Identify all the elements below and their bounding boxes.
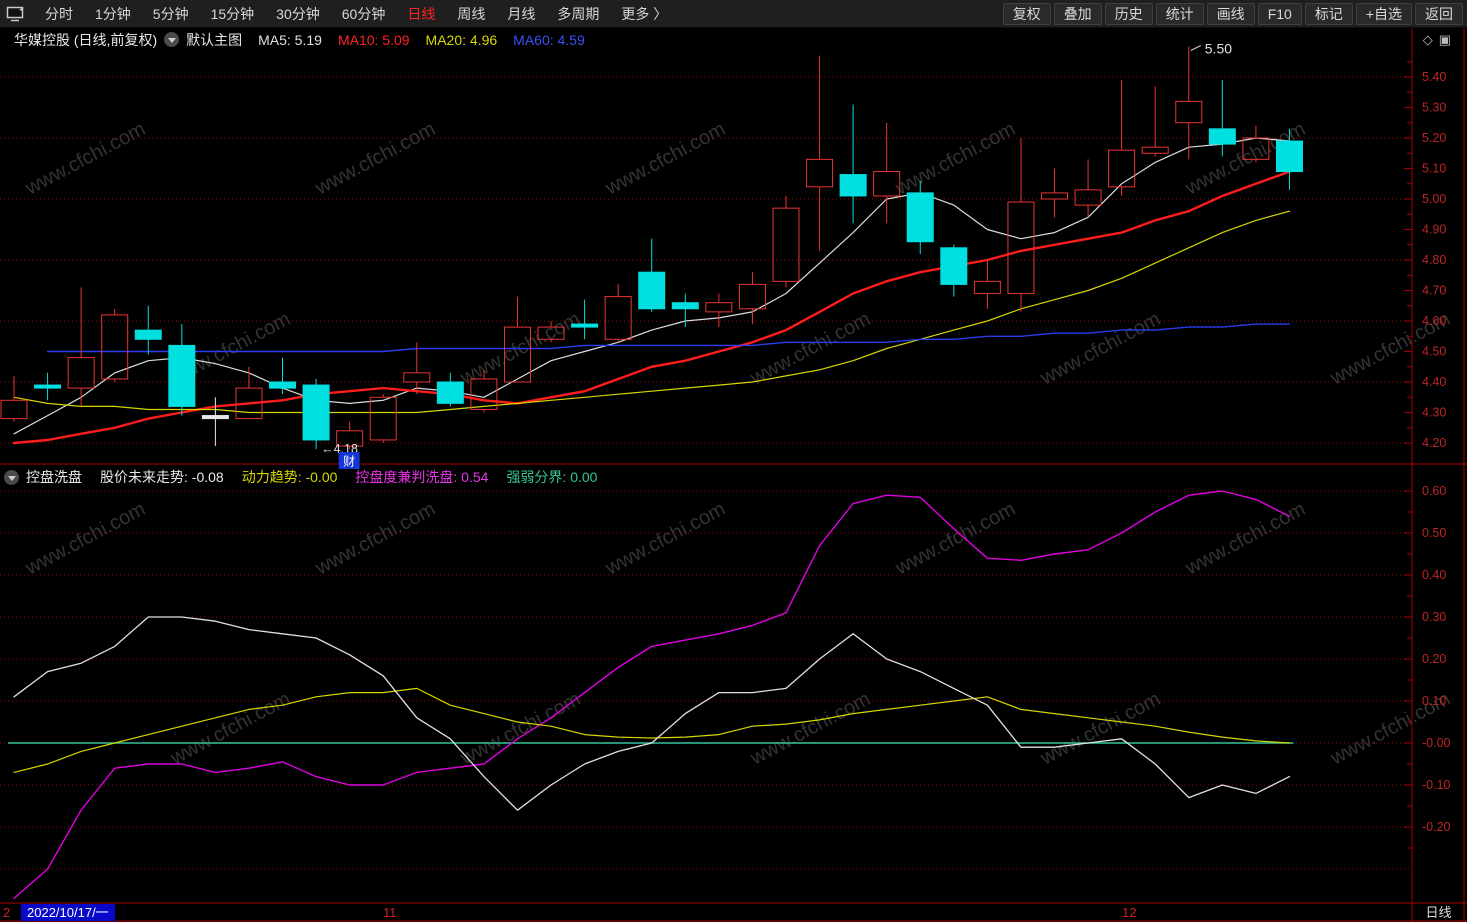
month-tick-label-1: 12 <box>1122 905 1136 920</box>
symbol-title: 华媒控股 (日线,前复权) <box>14 30 157 50</box>
svg-text:www.cfchi.com: www.cfchi.com <box>1036 688 1164 770</box>
period-tab-6[interactable]: 日线 <box>396 4 446 24</box>
toolbar-button-1[interactable]: 叠加 <box>1054 3 1102 25</box>
svg-text:www.cfchi.com: www.cfchi.com <box>311 118 439 200</box>
annotations-layer: 5.50←4.18财 <box>321 41 1232 470</box>
svg-text:4.80: 4.80 <box>1422 253 1446 267</box>
svg-text:0.20: 0.20 <box>1422 652 1446 666</box>
indicator-field-3: 强弱分界: 0.00 <box>506 469 597 485</box>
svg-text:www.cfchi.com: www.cfchi.com <box>1036 308 1164 390</box>
monitor-icon[interactable] <box>6 6 26 22</box>
toolbar-button-4[interactable]: 画线 <box>1207 3 1255 25</box>
svg-text:-0.00: -0.00 <box>1422 736 1451 750</box>
toolbar-button-3[interactable]: 统计 <box>1156 3 1204 25</box>
svg-text:4.70: 4.70 <box>1422 284 1446 298</box>
chevron-down-icon[interactable] <box>4 470 19 485</box>
svg-text:www.cfchi.com: www.cfchi.com <box>166 688 294 770</box>
indicator-field-1: 动力趋势: -0.00 <box>242 469 338 485</box>
watermark-layer: www.cfchi.com www.cfchi.com www.cfchi.com w… <box>21 118 1454 770</box>
svg-text:www.cfchi.com: www.cfchi.com <box>891 118 1019 200</box>
month-tick-label-0: 11 <box>383 905 397 920</box>
ma-value-label-1: MA10: 5.09 <box>338 32 410 48</box>
svg-text:www.cfchi.com: www.cfchi.com <box>456 688 584 770</box>
svg-text:www.cfchi.com: www.cfchi.com <box>746 308 874 390</box>
ma-value-label-2: MA20: 4.96 <box>426 32 498 48</box>
svg-text:www.cfchi.com: www.cfchi.com <box>891 498 1019 580</box>
svg-text:5.30: 5.30 <box>1422 101 1446 115</box>
svg-text:-0.10: -0.10 <box>1422 778 1451 792</box>
svg-text:www.cfchi.com: www.cfchi.com <box>311 498 439 580</box>
svg-text:5.00: 5.00 <box>1422 192 1446 206</box>
toolbar-button-6[interactable]: 标记 <box>1305 3 1353 25</box>
period-tab-7[interactable]: 周线 <box>446 4 496 24</box>
ma-value-label-0: MA5: 5.19 <box>258 32 322 48</box>
svg-text:www.cfchi.com: www.cfchi.com <box>21 118 149 200</box>
ma-value-label-3: MA60: 4.59 <box>513 32 585 48</box>
svg-text:0.10: 0.10 <box>1422 694 1446 708</box>
selected-date[interactable]: 2022/10/17/一 <box>21 904 115 921</box>
period-tab-3[interactable]: 15分钟 <box>200 4 266 24</box>
svg-text:4.30: 4.30 <box>1422 406 1446 420</box>
period-tab-2[interactable]: 5分钟 <box>142 4 200 24</box>
period-tab-0[interactable]: 分时 <box>34 4 84 24</box>
period-tab-4[interactable]: 30分钟 <box>265 4 331 24</box>
toolbar-actions: 复权叠加历史统计画线F10标记+自选返回 <box>1000 3 1463 25</box>
period-tab-10[interactable]: 更多 〉 <box>610 4 678 24</box>
svg-text:4.90: 4.90 <box>1422 223 1446 237</box>
svg-text:5.10: 5.10 <box>1422 162 1446 176</box>
svg-text:0.50: 0.50 <box>1422 526 1446 540</box>
indicator-values: 股价未来走势: -0.08 动力趋势: -0.00 控盘度兼判洗盘: 0.54 强弱分… <box>82 467 597 487</box>
svg-text:www.cfchi.com: www.cfchi.com <box>1181 498 1309 580</box>
period-label[interactable]: 日线 <box>1413 904 1464 921</box>
period-tab-5[interactable]: 60分钟 <box>331 4 397 24</box>
toolbar-button-7[interactable]: +自选 <box>1356 3 1412 25</box>
svg-text:www.cfchi.com: www.cfchi.com <box>601 118 729 200</box>
date-axis-bar: 2 2022/10/17/一 11 12 日线 <box>0 904 1467 922</box>
panel-corner-icons[interactable]: ◇▣ <box>1423 32 1457 48</box>
indicator-field-0: 股价未来走势: -0.08 <box>100 469 224 485</box>
svg-text:0.40: 0.40 <box>1422 568 1446 582</box>
stock-app-window: www.cfchi.com www.cfchi.com www.cfchi.com w… <box>0 0 1467 922</box>
indicator-field-2: 控盘度兼判洗盘: 0.54 <box>355 469 488 485</box>
chevron-down-icon[interactable] <box>164 32 179 47</box>
clipped-date-label: 2 <box>3 905 10 920</box>
period-tab-1[interactable]: 1分钟 <box>84 4 142 24</box>
toolbar-button-8[interactable]: 返回 <box>1415 3 1463 25</box>
svg-text:4.60: 4.60 <box>1422 314 1446 328</box>
candles-layer <box>1 47 1302 450</box>
period-tabs: 分时1分钟5分钟15分钟30分钟60分钟日线周线月线多周期更多 〉 <box>34 4 678 24</box>
svg-text:4.40: 4.40 <box>1422 375 1446 389</box>
svg-text:www.cfchi.com: www.cfchi.com <box>601 498 729 580</box>
toolbar-button-5[interactable]: F10 <box>1258 3 1302 25</box>
period-tab-8[interactable]: 月线 <box>496 4 546 24</box>
period-tab-9[interactable]: 多周期 <box>546 4 610 24</box>
chart-title-bar: 华媒控股 (日线,前复权) 默认主图 MA5: 5.19MA10: 5.09MA… <box>0 27 1467 52</box>
toolbar-button-0[interactable]: 复权 <box>1003 3 1051 25</box>
svg-text:5.20: 5.20 <box>1422 131 1446 145</box>
svg-text:4.20: 4.20 <box>1422 436 1446 450</box>
overlay-label[interactable]: 默认主图 <box>186 30 242 50</box>
svg-text:4.50: 4.50 <box>1422 345 1446 359</box>
svg-text:-0.20: -0.20 <box>1422 820 1451 834</box>
toolbar-button-2[interactable]: 历史 <box>1105 3 1153 25</box>
diamond-icon[interactable]: ◇ <box>1423 32 1439 47</box>
chart-canvas: www.cfchi.com www.cfchi.com www.cfchi.com w… <box>0 0 1467 922</box>
split-window-icon[interactable]: ▣ <box>1439 32 1457 47</box>
svg-text:www.cfchi.com: www.cfchi.com <box>746 688 874 770</box>
period-toolbar: 分时1分钟5分钟15分钟30分钟60分钟日线周线月线多周期更多 〉 复权叠加历史… <box>0 0 1467 28</box>
svg-text:www.cfchi.com: www.cfchi.com <box>21 498 149 580</box>
ma-legend: MA5: 5.19 MA10: 5.09 MA20: 4.96 MA60: 4.59 <box>242 32 585 48</box>
indicator-header: 控盘洗盘 股价未来走势: -0.08 动力趋势: -0.00 控盘度兼判洗盘: 0.… <box>0 466 1467 488</box>
indicator-name[interactable]: 控盘洗盘 <box>26 467 82 487</box>
svg-text:5.40: 5.40 <box>1422 70 1446 84</box>
svg-text:0.30: 0.30 <box>1422 610 1446 624</box>
